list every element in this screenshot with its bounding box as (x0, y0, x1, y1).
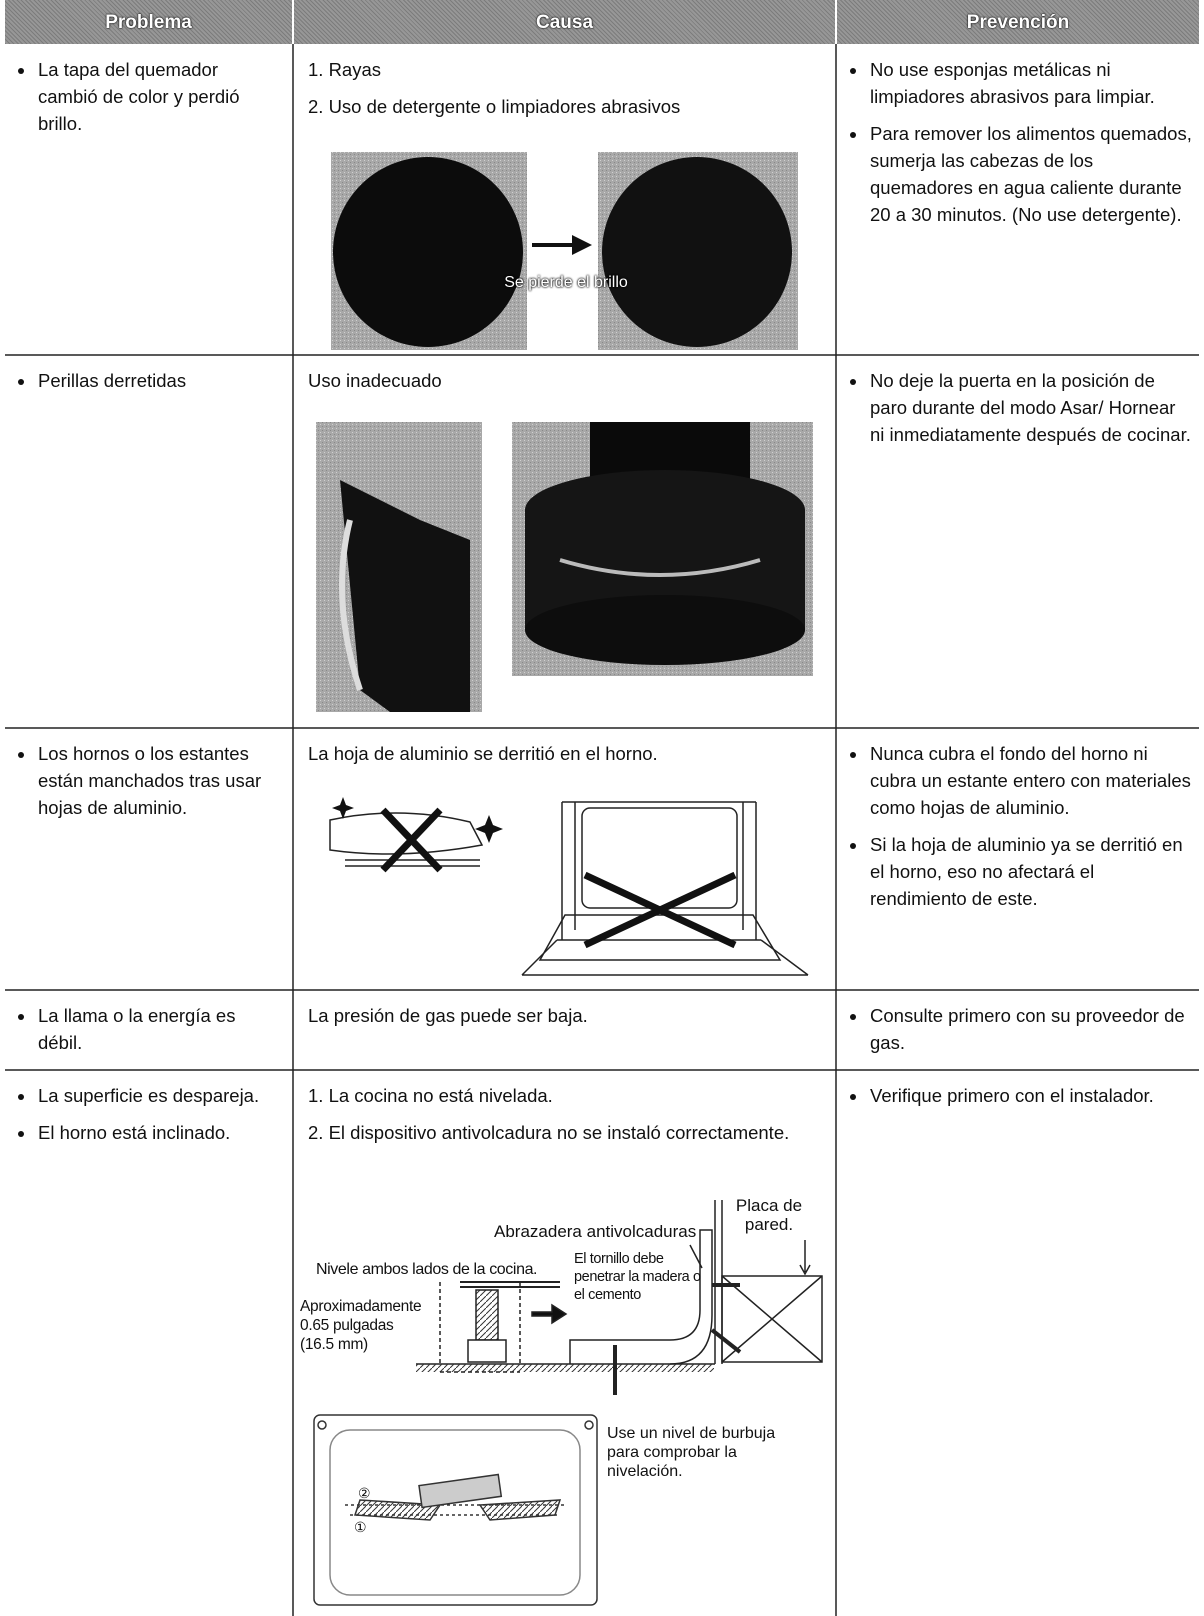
cause-item: Uso inadecuado (308, 370, 442, 391)
prevention-item: No use esponjas metálicas ni limpiadores… (868, 56, 1194, 110)
prevention-cell: Verifique primero con el instalador. (852, 1082, 1194, 1119)
table-lines (5, 44, 1199, 1616)
header-cell: Prevención (837, 0, 1199, 44)
anti-tip-diagram (416, 1200, 823, 1395)
figure-label: Use un nivel de burbuja para comprobar l… (607, 1425, 776, 1480)
figure-label: El tornillo debe penetrar la madera o el… (574, 1251, 701, 1303)
problem-item: Perillas derretidas (36, 367, 282, 394)
prevention-item: Para remover los alimentos quemados, sum… (868, 120, 1194, 228)
prevention-item: Verifique primero con el instalador. (868, 1082, 1194, 1109)
problem-list: La llama o la energía es débil. (20, 1002, 282, 1056)
cause-item: La hoja de aluminio se derritió en el ho… (308, 743, 658, 764)
prevention-cell: Consulte primero con su proveedor de gas… (852, 1002, 1194, 1066)
problem-cell: La tapa del quemador cambió de color y p… (20, 56, 282, 147)
foil-drawing (329, 797, 503, 873)
prevention-list: No use esponjas metálicas ni limpiadores… (852, 56, 1194, 228)
problem-list: La superficie es despareja. El horno está… (20, 1082, 282, 1146)
cause-item: 1. La cocina no está nivelada. (308, 1085, 553, 1106)
burner-photos (331, 152, 798, 350)
cause-item: 2. Uso de detergente o limpiadores abras… (308, 96, 681, 117)
prevention-item: Consulte primero con su proveedor de gas… (868, 1002, 1194, 1056)
problem-list: La tapa del quemador cambió de color y p… (20, 56, 282, 137)
prevention-cell: No use esponjas metálicas ni limpiadores… (852, 56, 1194, 238)
problem-list: Perillas derretidas (20, 367, 282, 394)
prevention-item: Si la hoja de aluminio ya se derritió en… (868, 831, 1194, 912)
knob-photos (316, 422, 813, 712)
cause-cell: Uso inadecuado (308, 367, 828, 404)
problem-cell: Los hornos o los estantes están manchado… (20, 740, 282, 831)
problem-list: Los hornos o los estantes están manchado… (20, 740, 282, 821)
level-diagram (313, 1414, 598, 1606)
prevention-item: Nunca cubra el fondo del horno ni cubra … (868, 740, 1194, 821)
figure-label: Nivele ambos lados de la cocina. (316, 1261, 538, 1278)
figure-label: ② (358, 1485, 371, 1501)
problem-cell: La llama o la energía es débil. (20, 1002, 282, 1066)
problem-cell: La superficie es despareja. El horno está… (20, 1082, 282, 1156)
prevention-list: Nunca cubra el fondo del horno ni cubra … (852, 740, 1194, 912)
figure-label: ① (354, 1519, 367, 1535)
cause-item: 2. El dispositivo antivolcadura no se in… (308, 1122, 790, 1143)
prevention-list: No deje la puerta en la posición de paro… (852, 367, 1194, 448)
problem-item: Los hornos o los estantes están manchado… (36, 740, 282, 821)
problem-item: La llama o la energía es débil. (36, 1002, 282, 1056)
cause-cell: La hoja de aluminio se derritió en el ho… (308, 740, 828, 777)
prevention-list: Consulte primero con su proveedor de gas… (852, 1002, 1194, 1056)
figure-label: Aproximadamente 0.65 pulgadas (16.5 mm) (300, 1298, 422, 1353)
header-cell: Problema (5, 0, 292, 44)
cause-cell: La presión de gas puede ser baja. (308, 1002, 828, 1039)
cause-item: 1. Rayas (308, 59, 382, 80)
prevention-item: No deje la puerta en la posición de paro… (868, 367, 1194, 448)
figure-label: Se pierde el brillo (504, 274, 628, 291)
header-cell: Causa (294, 0, 835, 44)
cause-cell: 1. Rayas 2. Uso de detergente o limpiador… (308, 56, 828, 130)
cause-cell: 1. La cocina no está nivelada. 2. El disp… (308, 1082, 828, 1156)
cause-item: La presión de gas puede ser baja. (308, 1005, 588, 1026)
problem-cell: Perillas derretidas (20, 367, 282, 404)
prevention-cell: No deje la puerta en la posición de paro… (852, 367, 1194, 458)
prevention-list: Verifique primero con el instalador. (852, 1082, 1194, 1109)
figure-label: Placa de pared. (735, 1196, 803, 1234)
problem-item: El horno está inclinado. (36, 1119, 282, 1146)
oven-drawing (521, 801, 809, 976)
prevention-cell: Nunca cubra el fondo del horno ni cubra … (852, 740, 1194, 922)
problem-item: La tapa del quemador cambió de color y p… (36, 56, 282, 137)
problem-item: La superficie es despareja. (36, 1082, 282, 1109)
figure-label: Abrazadera antivolcaduras (494, 1222, 697, 1241)
